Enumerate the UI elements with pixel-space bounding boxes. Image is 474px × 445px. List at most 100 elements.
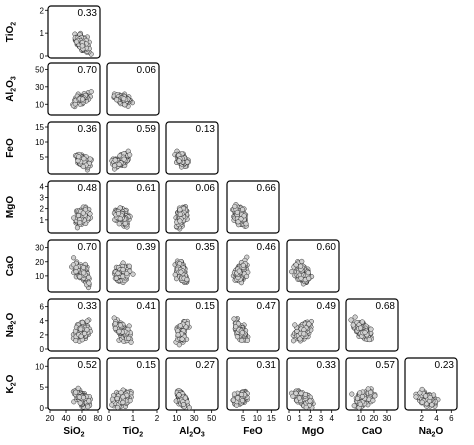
row-label-feo: FeO — [5, 138, 16, 158]
col-label-feo: FeO — [243, 426, 263, 437]
data-point — [81, 270, 87, 276]
data-point — [305, 270, 311, 276]
data-point — [79, 43, 85, 49]
scatter-points — [71, 204, 94, 231]
data-point — [307, 398, 313, 404]
row-label-text: MgO — [5, 196, 16, 218]
data-point — [78, 333, 84, 339]
data-point — [298, 263, 304, 269]
row-label-text: CaO — [5, 255, 16, 276]
data-point — [184, 159, 190, 165]
x-tick-label: 10 — [253, 414, 262, 423]
panel-feo-vs-al2o3: 0.13 — [165, 121, 219, 175]
y-tick-label: 10 — [35, 272, 44, 281]
data-point — [115, 211, 122, 217]
correlation-label: 0.31 — [257, 360, 277, 371]
row-label-text: TiO2 — [5, 22, 18, 42]
scatter-points — [70, 89, 94, 110]
data-point — [175, 332, 181, 338]
data-point — [87, 156, 93, 162]
data-point — [231, 391, 237, 397]
data-point — [84, 327, 90, 333]
correlation-label: 0.49 — [317, 301, 337, 312]
correlation-label: 0.70 — [78, 65, 98, 76]
data-point — [114, 395, 120, 402]
correlation-label: 0.33 — [317, 360, 337, 371]
data-point — [128, 339, 134, 345]
x-tick-label: 0 — [107, 414, 112, 423]
panel-cao-vs-al2o3: 0.35 — [165, 239, 219, 293]
x-tick-label: 30 — [382, 414, 391, 423]
data-point — [352, 314, 358, 320]
y-tick-label: 10 — [35, 138, 44, 147]
panel-k2o-vs-mgo: 0.33 0 1 2 3 4 — [286, 357, 340, 423]
y-tick-label: 0 — [40, 52, 45, 61]
panel-na2o-vs-sio2: 0.33 0 2 4 6 — [40, 298, 101, 354]
y-tick-label: 2 — [40, 6, 45, 15]
correlation-label: 0.36 — [78, 124, 98, 135]
col-label-al2o3: Al2O3 — [179, 426, 205, 439]
row-label-text: FeO — [5, 138, 16, 158]
data-point — [357, 325, 364, 331]
row-label-text: Na2O — [5, 313, 18, 338]
x-tick-label: 1 — [131, 414, 136, 423]
data-point — [230, 397, 236, 403]
data-point — [370, 398, 376, 404]
x-tick-label: 10 — [172, 414, 181, 423]
col-label-na2o: Na2O — [419, 426, 444, 439]
x-tick-label: 20 — [46, 414, 55, 423]
data-point — [368, 326, 374, 332]
x-tick-label: 5 — [241, 414, 246, 423]
data-point — [366, 337, 372, 343]
data-point — [351, 403, 357, 409]
data-point — [117, 322, 123, 328]
correlation-label: 0.39 — [137, 242, 157, 253]
correlation-label: 0.46 — [257, 242, 277, 253]
x-tick-label: 4 — [434, 414, 439, 423]
data-point — [77, 220, 83, 226]
x-tick-label: 0 — [287, 414, 292, 423]
y-tick-label: 15 — [35, 123, 44, 132]
scatter-points — [72, 30, 94, 57]
data-point — [80, 395, 87, 401]
correlation-label: 0.52 — [78, 360, 98, 371]
x-tick-label: 50 — [207, 414, 216, 423]
data-point — [127, 398, 133, 404]
y-tick-label: 5 — [40, 383, 45, 392]
panel-cao-vs-mgo: 0.60 — [286, 239, 340, 293]
data-point — [122, 102, 128, 108]
correlation-label: 0.33 — [78, 301, 98, 312]
data-point — [306, 275, 312, 281]
data-point — [114, 97, 120, 103]
panel-k2o-vs-sio2: 0.52 0 5 10 20 40 60 80 — [35, 357, 103, 423]
correlation-label: 0.57 — [376, 360, 396, 371]
data-point — [302, 391, 308, 398]
panel-k2o-vs-cao: 0.57 10 20 30 — [345, 357, 399, 423]
y-tick-label: 2 — [40, 331, 45, 340]
data-point — [120, 399, 126, 405]
y-tick-label: 0 — [40, 345, 45, 354]
data-point — [79, 319, 85, 325]
panel-na2o-vs-cao: 0.68 — [345, 298, 399, 352]
scatter-points — [111, 205, 133, 230]
row-label-text: Al2O3 — [5, 76, 18, 102]
y-tick-label: 30 — [35, 244, 44, 253]
data-point — [243, 221, 249, 227]
data-point — [176, 342, 182, 348]
data-point — [239, 398, 245, 404]
data-point — [244, 273, 250, 279]
y-tick-label: 10 — [35, 100, 44, 109]
y-tick-label: 50 — [35, 65, 44, 74]
correlation-label: 0.66 — [257, 183, 277, 194]
panel-tio2-vs-sio2: 0.33 0 1 2 — [40, 5, 101, 61]
scatter-points — [173, 204, 190, 232]
data-point — [176, 158, 182, 164]
data-point — [359, 319, 365, 325]
data-point — [84, 318, 90, 324]
data-point — [87, 211, 93, 217]
panel-cao-vs-tio2: 0.39 — [106, 239, 160, 293]
row-label-k2o: K2O — [5, 374, 18, 393]
data-point — [120, 267, 126, 273]
data-point — [112, 157, 118, 163]
scatter-points — [230, 202, 249, 229]
